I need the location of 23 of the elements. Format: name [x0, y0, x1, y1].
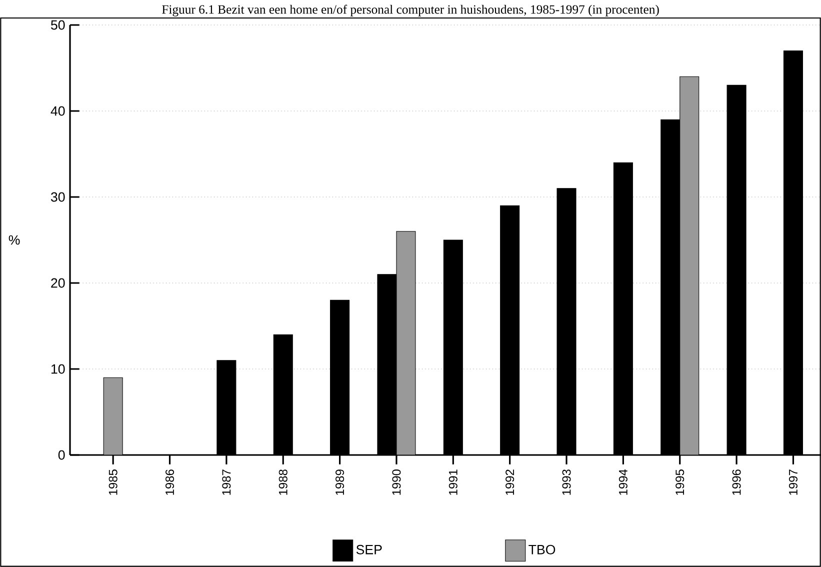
y-tick-label: 20	[51, 278, 65, 288]
x-tick-label: 1991	[448, 470, 458, 495]
legend-label: TBO	[528, 544, 556, 554]
y-tick-label: 30	[50, 192, 65, 202]
x-tick-label: 1996	[732, 470, 741, 495]
y-tick-label: 10	[51, 364, 65, 374]
x-tick-label: 1985	[108, 470, 118, 495]
x-tick-label: 1987	[222, 470, 231, 495]
legend-label: SEP	[356, 544, 382, 554]
x-tick-label: 1986	[166, 470, 174, 495]
y-tick-label: 50	[51, 20, 65, 30]
x-tick-label: 1997	[788, 470, 798, 495]
y-axis-title: %	[8, 235, 20, 245]
x-tick-label: 1989	[336, 470, 344, 495]
x-tick-label: 1990	[392, 470, 401, 495]
y-tick-label: 40	[50, 106, 65, 116]
x-tick-label: 1994	[618, 469, 628, 495]
x-tick-label: 1992	[506, 470, 514, 495]
chart-title: Figuur 6.1 Bezit van een home en/of personal computer in huishoudens, 1985-1997 (in procenten)	[162, 4, 659, 16]
y-tick-label: 0	[58, 450, 65, 460]
x-tick-label: 1995	[676, 470, 684, 495]
x-tick-label: 1993	[562, 470, 571, 495]
x-tick-label: 1988	[278, 470, 288, 495]
